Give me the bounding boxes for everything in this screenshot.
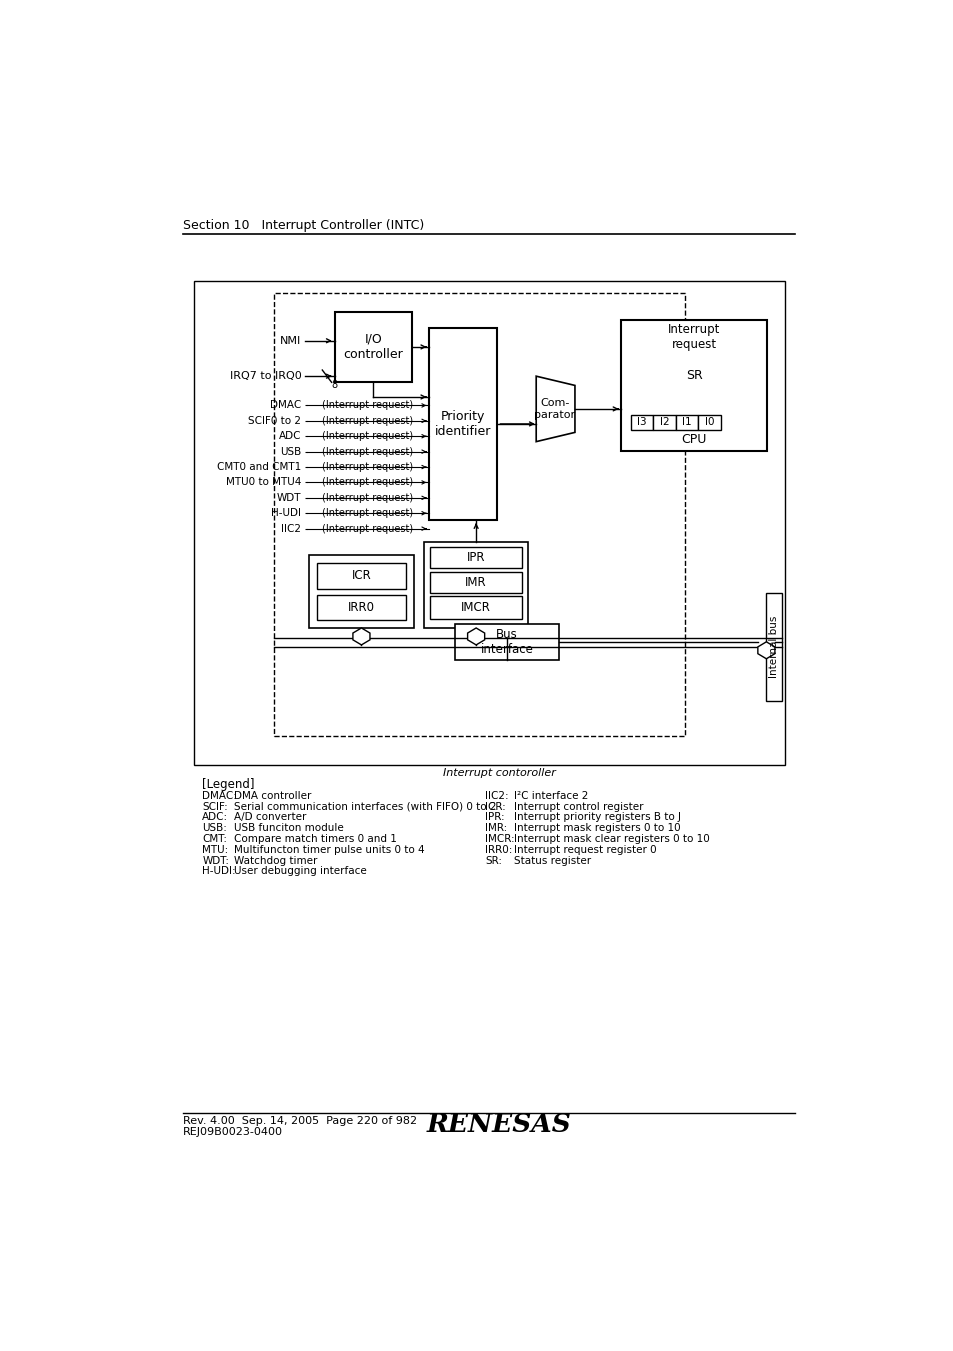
Bar — [316, 594, 406, 620]
Text: CPU: CPU — [680, 432, 706, 446]
Text: MTU:: MTU: — [202, 844, 228, 855]
Text: SR:: SR: — [484, 855, 501, 866]
Text: Priority
identifier: Priority identifier — [435, 409, 491, 438]
Text: IIC2:: IIC2: — [484, 790, 508, 801]
Text: A/D converter: A/D converter — [233, 812, 306, 823]
Text: IPR:: IPR: — [484, 812, 504, 823]
Text: SCIF:: SCIF: — [202, 801, 228, 812]
Text: (Interrupt request): (Interrupt request) — [321, 416, 413, 426]
Text: Interrupt mask clear registers 0 to 10: Interrupt mask clear registers 0 to 10 — [514, 834, 709, 844]
Bar — [630, 415, 653, 430]
Text: Rev. 4.00  Sep. 14, 2005  Page 220 of 982: Rev. 4.00 Sep. 14, 2005 Page 220 of 982 — [183, 1116, 416, 1125]
Text: ADC: ADC — [278, 431, 301, 442]
Text: IRR0:: IRR0: — [484, 844, 512, 855]
Bar — [274, 293, 684, 736]
Text: I0: I0 — [704, 417, 714, 427]
Text: IIC2: IIC2 — [281, 524, 301, 534]
Text: (Interrupt request): (Interrupt request) — [321, 447, 413, 457]
Text: I1: I1 — [681, 417, 691, 427]
Text: SR: SR — [685, 369, 702, 382]
Text: DMAC: DMAC — [270, 400, 301, 411]
Text: WDT: WDT — [276, 493, 301, 503]
Text: Compare match timers 0 and 1: Compare match timers 0 and 1 — [233, 834, 396, 844]
Text: USB:: USB: — [202, 823, 227, 834]
Text: SCIF0 to 2: SCIF0 to 2 — [248, 416, 301, 426]
Text: IRQ7 to IRQ0: IRQ7 to IRQ0 — [230, 372, 301, 381]
Polygon shape — [757, 642, 774, 659]
Text: Watchdog timer: Watchdog timer — [233, 855, 317, 866]
Text: Interrupt control register: Interrupt control register — [514, 801, 643, 812]
Polygon shape — [536, 376, 575, 442]
Text: Interrupt request register 0: Interrupt request register 0 — [514, 844, 657, 855]
Bar — [675, 415, 698, 430]
Text: (Interrupt request): (Interrupt request) — [321, 462, 413, 471]
Text: Section 10   Interrupt Controller (INTC): Section 10 Interrupt Controller (INTC) — [183, 219, 423, 232]
Text: NMI: NMI — [280, 336, 301, 346]
Text: I/O
controller: I/O controller — [343, 332, 403, 361]
Text: IRR0: IRR0 — [348, 601, 375, 615]
Text: Multifuncton timer pulse units 0 to 4: Multifuncton timer pulse units 0 to 4 — [233, 844, 424, 855]
Text: Status register: Status register — [514, 855, 591, 866]
Bar — [455, 624, 558, 659]
Bar — [429, 328, 497, 520]
Text: Serial communication interfaces (with FIFO) 0 to 2: Serial communication interfaces (with FI… — [233, 801, 496, 812]
Bar — [620, 320, 766, 451]
Text: Interrupt contoroller: Interrupt contoroller — [442, 767, 555, 778]
Bar — [274, 638, 769, 647]
Text: REJ09B0023-0400: REJ09B0023-0400 — [183, 1127, 282, 1138]
Text: RENESAS: RENESAS — [426, 1112, 571, 1138]
Text: [Legend]: [Legend] — [202, 778, 254, 790]
Text: DMAC:: DMAC: — [202, 790, 236, 801]
Text: User debugging interface: User debugging interface — [233, 866, 366, 877]
Text: (Interrupt request): (Interrupt request) — [321, 400, 413, 411]
Polygon shape — [467, 628, 484, 644]
Bar — [430, 596, 521, 620]
Text: H-UDI:: H-UDI: — [202, 866, 235, 877]
Text: I3: I3 — [637, 417, 646, 427]
Text: ADC:: ADC: — [202, 812, 228, 823]
Polygon shape — [353, 628, 370, 644]
Text: Interrupt
request: Interrupt request — [667, 323, 720, 351]
Text: USB funciton module: USB funciton module — [233, 823, 343, 834]
Bar — [698, 415, 720, 430]
Text: MTU0 to MTU4: MTU0 to MTU4 — [226, 477, 301, 488]
Bar — [194, 281, 784, 765]
Bar — [430, 547, 521, 567]
Bar — [423, 542, 528, 628]
Text: I²C interface 2: I²C interface 2 — [514, 790, 588, 801]
Text: H-UDI: H-UDI — [271, 508, 301, 519]
Text: Interrupt mask registers 0 to 10: Interrupt mask registers 0 to 10 — [514, 823, 680, 834]
Bar — [430, 571, 521, 593]
Text: (Interrupt request): (Interrupt request) — [321, 477, 413, 488]
Text: ICR:: ICR: — [484, 801, 505, 812]
Text: Bus
interface: Bus interface — [480, 628, 533, 655]
Text: (Interrupt request): (Interrupt request) — [321, 524, 413, 534]
Text: WDT:: WDT: — [202, 855, 229, 866]
Bar — [653, 415, 675, 430]
Text: Internal bus: Internal bus — [768, 616, 779, 678]
Text: (Interrupt request): (Interrupt request) — [321, 508, 413, 519]
Text: IMCR:: IMCR: — [484, 834, 514, 844]
Text: Com-
parator: Com- parator — [534, 399, 575, 420]
Text: ICR: ICR — [352, 570, 371, 582]
Text: CMT:: CMT: — [202, 834, 227, 844]
Text: Interrupt priority registers B to J: Interrupt priority registers B to J — [514, 812, 680, 823]
Bar — [765, 593, 781, 701]
Text: (Interrupt request): (Interrupt request) — [321, 493, 413, 503]
Text: DMA controller: DMA controller — [233, 790, 311, 801]
Text: IPR: IPR — [466, 551, 485, 563]
Text: (Interrupt request): (Interrupt request) — [321, 431, 413, 442]
Bar — [309, 555, 414, 628]
Text: 8: 8 — [332, 381, 337, 390]
Text: IMCR: IMCR — [460, 601, 491, 615]
Text: IMR:: IMR: — [484, 823, 507, 834]
Text: CMT0 and CMT1: CMT0 and CMT1 — [217, 462, 301, 471]
Text: USB: USB — [280, 447, 301, 457]
Bar — [335, 312, 412, 381]
Text: IMR: IMR — [465, 576, 486, 589]
Bar — [316, 562, 406, 589]
Text: I2: I2 — [659, 417, 669, 427]
